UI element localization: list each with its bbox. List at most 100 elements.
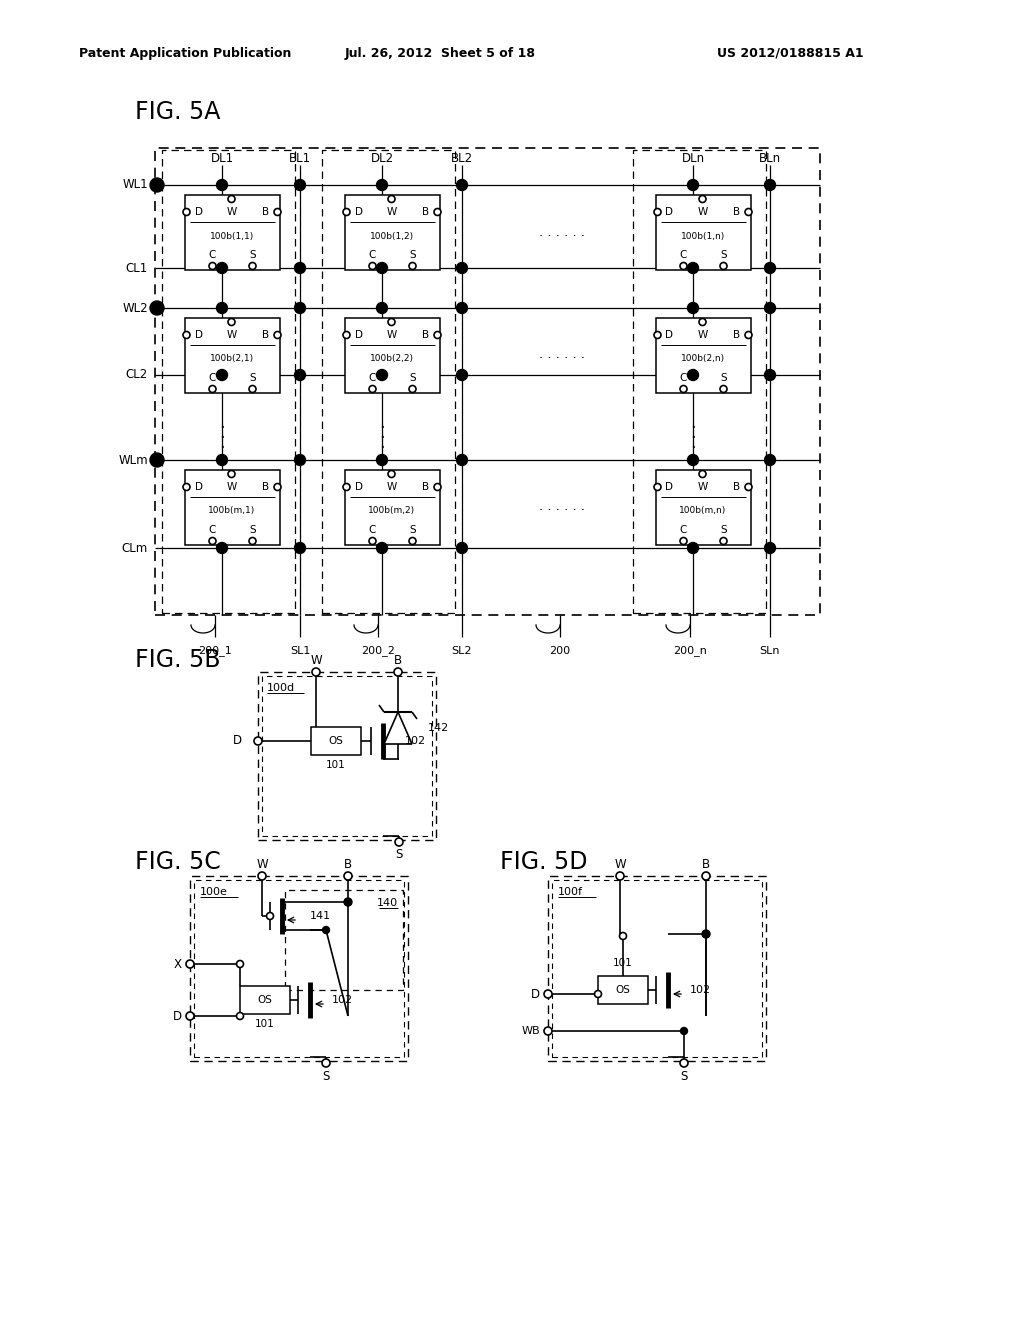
- Circle shape: [295, 543, 305, 553]
- Text: . . . . . .: . . . . . .: [539, 500, 585, 513]
- Text: ·: ·: [690, 418, 696, 437]
- Circle shape: [720, 537, 727, 544]
- Bar: [190, 876, 408, 1061]
- Circle shape: [544, 1027, 552, 1035]
- Circle shape: [699, 195, 706, 202]
- Text: D: D: [195, 482, 203, 492]
- Circle shape: [680, 263, 687, 269]
- Text: 200_n: 200_n: [673, 645, 707, 656]
- Circle shape: [409, 385, 416, 392]
- Text: WB: WB: [521, 1026, 540, 1036]
- Circle shape: [654, 483, 662, 491]
- Circle shape: [228, 318, 234, 326]
- Circle shape: [388, 470, 395, 478]
- Text: W: W: [697, 207, 708, 216]
- Text: D: D: [195, 207, 203, 216]
- Text: C: C: [680, 525, 687, 535]
- Text: D: D: [354, 482, 362, 492]
- Text: W: W: [310, 653, 322, 667]
- Circle shape: [183, 331, 190, 338]
- Text: B: B: [262, 330, 269, 341]
- Circle shape: [377, 543, 387, 553]
- Text: D: D: [666, 482, 674, 492]
- Text: 100b(1,1): 100b(1,1): [210, 231, 254, 240]
- Bar: [240, 986, 290, 1014]
- Circle shape: [457, 302, 468, 314]
- Text: B: B: [262, 482, 269, 492]
- Circle shape: [312, 668, 319, 676]
- Text: S: S: [720, 374, 727, 383]
- Text: ·: ·: [379, 440, 385, 457]
- Text: FIG. 5B: FIG. 5B: [135, 648, 220, 672]
- Circle shape: [457, 180, 468, 190]
- Circle shape: [209, 385, 216, 392]
- Circle shape: [687, 543, 698, 553]
- Circle shape: [295, 180, 305, 190]
- Bar: [311, 727, 361, 755]
- Text: B: B: [733, 207, 740, 216]
- Circle shape: [369, 537, 376, 544]
- Circle shape: [457, 370, 468, 380]
- Text: C: C: [680, 374, 687, 383]
- Circle shape: [377, 302, 387, 314]
- Text: CLm: CLm: [122, 541, 148, 554]
- Text: C: C: [369, 249, 376, 260]
- Text: OS: OS: [615, 985, 631, 995]
- Circle shape: [150, 178, 164, 191]
- Text: ·: ·: [690, 429, 696, 447]
- Text: B: B: [422, 482, 429, 492]
- Circle shape: [258, 873, 266, 880]
- Circle shape: [765, 180, 775, 190]
- Text: D: D: [530, 987, 540, 1001]
- Circle shape: [544, 990, 552, 998]
- Text: FIG. 5C: FIG. 5C: [135, 850, 221, 874]
- Polygon shape: [384, 711, 412, 744]
- Text: B: B: [262, 207, 269, 216]
- Circle shape: [680, 537, 687, 544]
- Circle shape: [377, 454, 387, 466]
- Text: ·: ·: [219, 440, 225, 457]
- Text: S: S: [249, 249, 256, 260]
- Text: S: S: [249, 374, 256, 383]
- Text: D: D: [666, 330, 674, 341]
- Bar: [155, 148, 820, 615]
- Circle shape: [457, 454, 468, 466]
- Circle shape: [687, 302, 698, 314]
- Circle shape: [343, 483, 350, 491]
- Bar: [633, 150, 766, 612]
- Bar: [598, 975, 648, 1005]
- Circle shape: [216, 302, 227, 314]
- Bar: [548, 876, 766, 1061]
- Text: . . . . . .: . . . . . .: [539, 226, 585, 239]
- Text: 102: 102: [690, 985, 711, 995]
- Circle shape: [295, 454, 305, 466]
- Circle shape: [616, 873, 624, 880]
- Bar: [344, 470, 439, 545]
- Circle shape: [344, 873, 352, 880]
- Circle shape: [216, 370, 227, 380]
- Circle shape: [720, 263, 727, 269]
- Circle shape: [183, 483, 190, 491]
- Circle shape: [228, 470, 234, 478]
- Text: 101: 101: [326, 760, 346, 770]
- Bar: [194, 880, 404, 1057]
- Text: DL1: DL1: [211, 152, 233, 165]
- Circle shape: [654, 209, 662, 215]
- Text: Jul. 26, 2012  Sheet 5 of 18: Jul. 26, 2012 Sheet 5 of 18: [344, 46, 536, 59]
- Text: BLn: BLn: [759, 152, 781, 165]
- Circle shape: [765, 454, 775, 466]
- Circle shape: [680, 385, 687, 392]
- Circle shape: [150, 301, 164, 315]
- Text: W: W: [226, 330, 237, 341]
- Text: 100b(2,n): 100b(2,n): [681, 355, 725, 363]
- Text: D: D: [666, 207, 674, 216]
- Text: W: W: [226, 482, 237, 492]
- Bar: [655, 318, 751, 393]
- Text: DL2: DL2: [371, 152, 393, 165]
- Text: 100f: 100f: [558, 887, 583, 898]
- Text: . . . . . .: . . . . . .: [539, 348, 585, 362]
- Circle shape: [237, 1012, 244, 1019]
- Circle shape: [369, 385, 376, 392]
- Text: S: S: [410, 525, 416, 535]
- Circle shape: [323, 927, 330, 933]
